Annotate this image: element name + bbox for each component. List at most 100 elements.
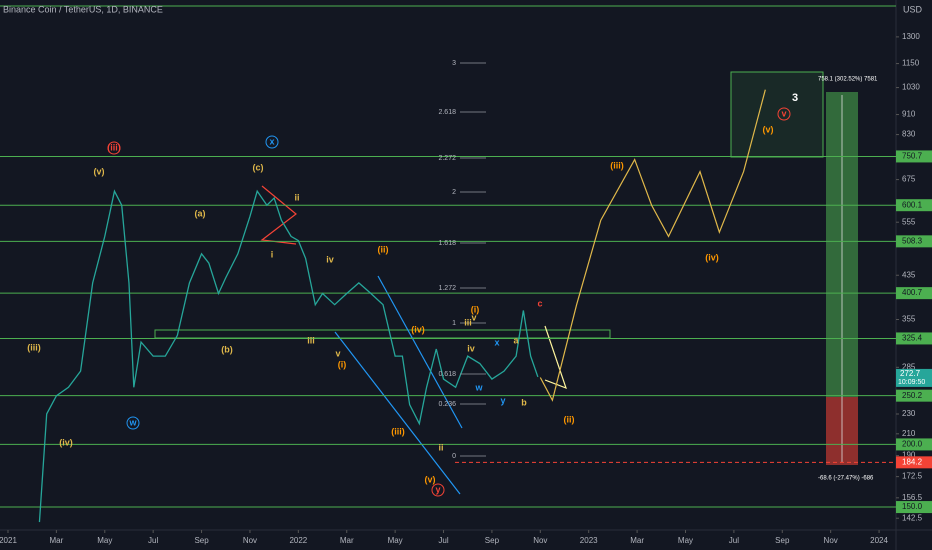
- annotation-circle: [107, 141, 121, 155]
- wave-label: x: [269, 136, 274, 146]
- y-tick-label: 230: [902, 409, 916, 418]
- pattern: [260, 185, 297, 245]
- x-tick-label: Sep: [194, 536, 209, 545]
- level-tag: [896, 287, 932, 300]
- y-tick-label: 1030: [902, 83, 920, 92]
- level-tag: [896, 199, 932, 212]
- x-tick-label: Nov: [824, 536, 838, 545]
- fib-label: 0: [452, 453, 456, 460]
- x-tick-label: May: [678, 536, 693, 545]
- level-label: 400.7: [902, 288, 923, 297]
- y-tick-label: 210: [902, 429, 916, 438]
- fib-label: 0.236: [438, 401, 456, 408]
- wave-label: 3: [792, 92, 798, 104]
- fib-label: 1.272: [438, 285, 456, 292]
- x-tick-label: Jul: [438, 536, 448, 545]
- wave-label: b: [521, 397, 527, 407]
- wave-label: v: [781, 108, 786, 118]
- level-label: 325.4: [902, 334, 923, 343]
- level-tag: [896, 332, 932, 345]
- wave-label: ii: [438, 442, 443, 452]
- y-tick-label: 1300: [902, 32, 920, 41]
- wave-label: (a): [195, 208, 206, 218]
- wave-label: (iii): [391, 426, 405, 436]
- wave-label: (b): [221, 344, 233, 354]
- level-label: 600.1: [902, 200, 923, 209]
- x-tick-label: Sep: [775, 536, 790, 545]
- chart-title: Binance Coin / TetherUS, 1D, BINANCE: [3, 4, 163, 14]
- wave-label: (iv): [411, 324, 425, 334]
- y-tick-label: 142.5: [902, 513, 923, 522]
- countdown: 10:09:50: [898, 379, 925, 386]
- price-tag: [896, 368, 932, 387]
- wave-label: iii: [307, 335, 315, 345]
- y-tick-label: 555: [902, 217, 916, 226]
- wave-label: v: [471, 312, 476, 322]
- wave-label: (i): [471, 304, 480, 314]
- wave-label: x: [494, 337, 499, 347]
- target-box: [730, 71, 824, 158]
- level-tag: [896, 235, 932, 248]
- level-tag: [896, 501, 932, 514]
- x-tick-label: 2021: [0, 536, 17, 545]
- y-tick-label: 285: [902, 362, 916, 371]
- annotation-circle: [265, 135, 279, 149]
- x-tick-label: Jul: [148, 536, 158, 545]
- wave-label: (ii): [378, 244, 389, 254]
- wave-label: (iii): [610, 160, 624, 170]
- x-tick-label: Nov: [243, 536, 257, 545]
- axis-unit: USD: [903, 4, 923, 14]
- wave-label: iii: [464, 317, 472, 327]
- wave-label: (i): [338, 359, 347, 369]
- wave-label: (iii): [27, 342, 41, 352]
- x-tick-label: 2024: [870, 536, 888, 545]
- wave-label: i: [271, 249, 274, 259]
- wave-label: w: [128, 417, 137, 427]
- y-tick-label: 1150: [902, 59, 920, 68]
- annotation-circle: [126, 416, 140, 430]
- wave-label: c: [537, 298, 542, 308]
- wave-label: (v): [425, 474, 436, 484]
- y-tick-label: 172.5: [902, 472, 923, 481]
- x-tick-label: Nov: [533, 536, 547, 545]
- y-tick-label: 355: [902, 315, 916, 324]
- y-tick-label: 675: [902, 175, 916, 184]
- annotation-circle: [431, 483, 445, 497]
- wave-label: (ii): [564, 414, 575, 424]
- price-line: [38, 189, 539, 523]
- level-label: 750.7: [902, 152, 923, 161]
- annotation-circle: [777, 107, 791, 121]
- price-line: [539, 89, 766, 402]
- y-tick-label: 156.5: [902, 493, 923, 502]
- fib-label: 2.272: [438, 155, 456, 162]
- wave-label: (c): [253, 162, 264, 172]
- level-tag: [896, 438, 932, 451]
- x-tick-label: 2022: [289, 536, 307, 545]
- wave-label: ii: [294, 192, 299, 202]
- wave-label: (iv): [705, 252, 719, 262]
- wave-label: (iv): [59, 437, 73, 447]
- x-tick-label: May: [97, 536, 112, 545]
- wave-label: iv: [467, 343, 475, 353]
- y-tick-label: 830: [902, 130, 916, 139]
- fib-label: 1.618: [438, 240, 456, 247]
- wave-label: y: [435, 484, 440, 494]
- y-tick-label: 910: [902, 110, 916, 119]
- stop-tag: [896, 456, 932, 469]
- wave-label: iv: [326, 254, 334, 264]
- x-tick-label: Mar: [630, 536, 644, 545]
- level-tag: [896, 389, 932, 402]
- y-tick-label: 435: [902, 270, 916, 279]
- level-label: 250.2: [902, 391, 923, 400]
- wave-label: w: [474, 382, 483, 392]
- x-tick-label: 2023: [580, 536, 598, 545]
- trendline: [377, 275, 463, 429]
- measure-label: -68.6 (-27.47%) -686: [818, 476, 874, 482]
- trendline: [334, 331, 461, 495]
- wave-label: a: [513, 335, 519, 345]
- fib-label: 3: [452, 60, 456, 67]
- fib-label: 2: [452, 189, 456, 196]
- fib-label: 0.618: [438, 371, 456, 378]
- x-tick-label: Mar: [49, 536, 63, 545]
